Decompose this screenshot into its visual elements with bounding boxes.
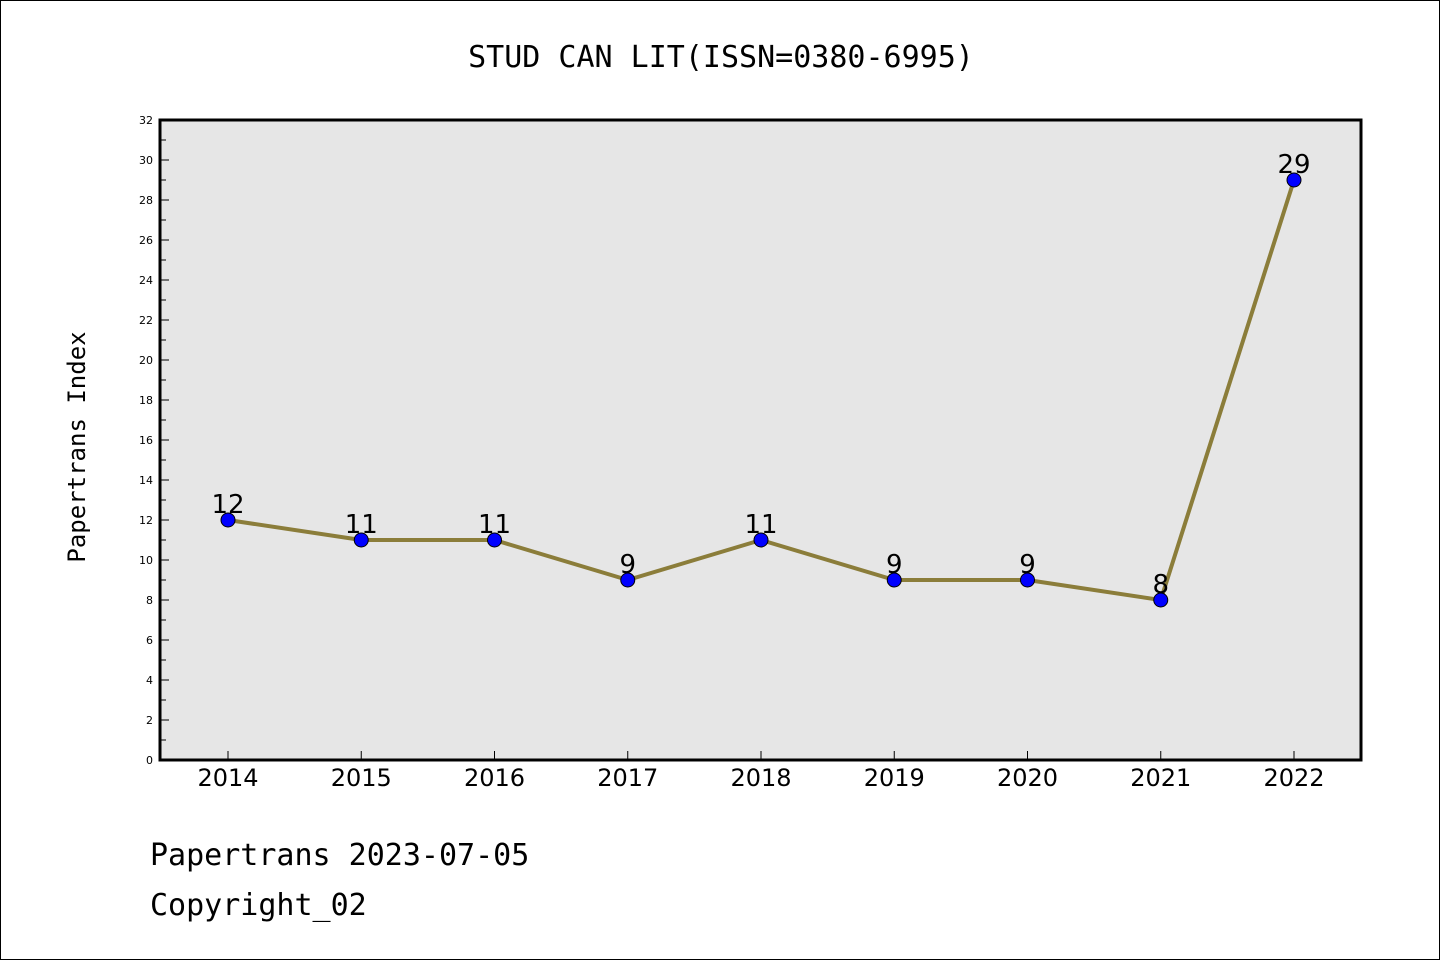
data-point [886, 572, 902, 588]
x-tick-label: 2018 [730, 764, 791, 792]
data-label: 29 [1277, 150, 1310, 180]
y-tick-label: 28 [139, 194, 153, 207]
chart-title: STUD CAN LIT(ISSN=0380-6995) [468, 40, 974, 75]
data-label: 11 [744, 510, 777, 540]
data-point [487, 532, 502, 548]
data-point [220, 512, 236, 528]
y-tick-label: 0 [146, 754, 153, 767]
y-tick-label: 32 [139, 114, 153, 127]
x-tick-label: 2015 [331, 764, 392, 792]
data-point [353, 532, 369, 548]
series-line-group: 12 11 11 9 11 9 9 8 29 [211, 150, 1311, 608]
y-tick-label: 22 [139, 314, 153, 327]
y-tick-label: 20 [139, 354, 153, 367]
plot-area [158, 118, 1363, 762]
data-label: 11 [478, 510, 511, 540]
data-point [1153, 592, 1169, 608]
y-tick-label: 10 [139, 554, 153, 567]
y-tick-label: 12 [139, 514, 153, 527]
data-point [1020, 572, 1035, 588]
data-label: 11 [345, 510, 378, 540]
data-label: 9 [619, 550, 636, 580]
footer-date: Papertrans 2023-07-05 [150, 838, 529, 873]
x-tick-label: 2021 [1130, 764, 1191, 792]
y-axis-label: Papertrans Index [63, 331, 91, 562]
footer-copyright: Copyright_02 [150, 888, 367, 923]
data-label: 12 [211, 490, 244, 520]
y-tick-label: 8 [146, 594, 153, 607]
data-point [1286, 172, 1302, 188]
x-tick-label: 2016 [464, 764, 525, 792]
y-tick-label: 2 [146, 714, 153, 727]
data-label: 9 [1019, 550, 1036, 580]
x-tick-label: 2019 [864, 764, 925, 792]
x-tick-label: 2022 [1263, 764, 1324, 792]
data-label: 8 [1152, 570, 1169, 600]
y-tick-label: 16 [139, 434, 153, 447]
x-tick-label: 2020 [997, 764, 1058, 792]
data-label: 9 [886, 550, 903, 580]
y-tick-label: 6 [146, 634, 153, 647]
y-tick-label: 18 [139, 394, 153, 407]
data-point [753, 532, 769, 548]
y-tick-label: 14 [139, 474, 153, 487]
y-tick-label: 4 [146, 674, 153, 687]
y-tick-label: 26 [139, 234, 153, 247]
y-tick-label: 30 [139, 154, 153, 167]
data-point [620, 572, 636, 588]
x-tick-label: 2014 [197, 764, 258, 792]
y-tick-label: 24 [139, 274, 153, 287]
x-tick-label: 2017 [597, 764, 658, 792]
